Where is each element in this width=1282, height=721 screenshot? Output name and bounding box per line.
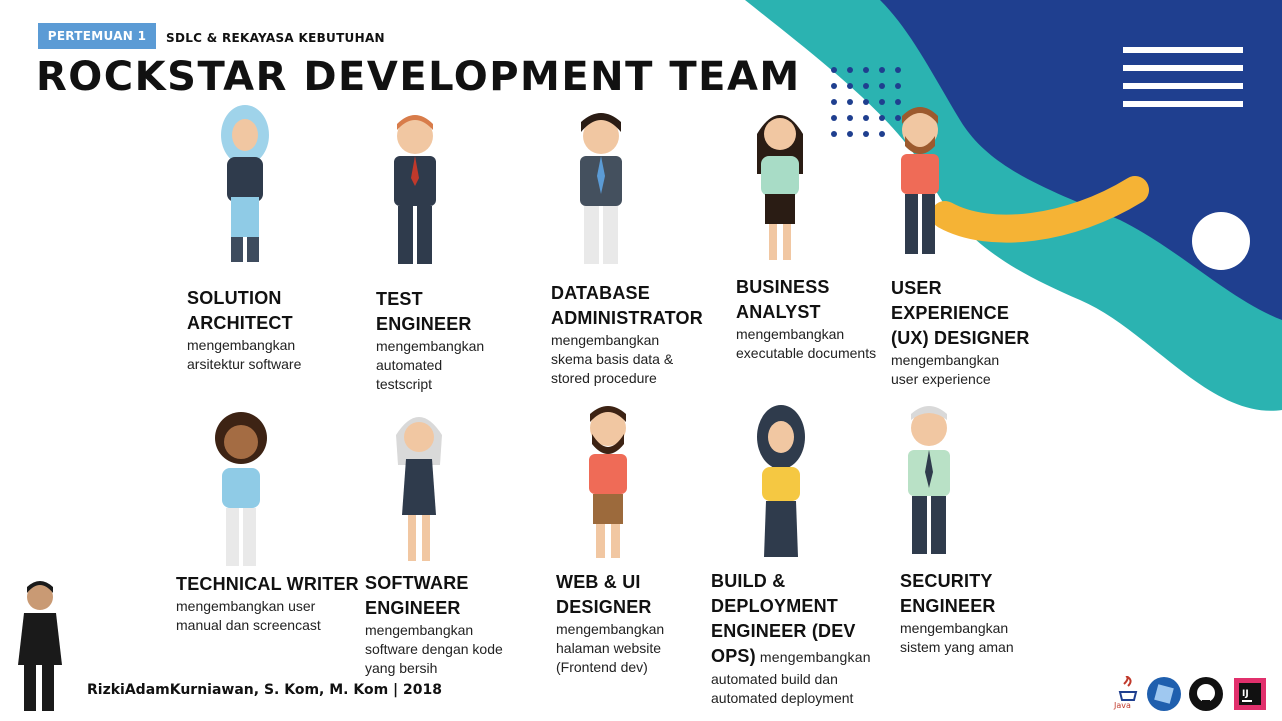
role-software-engineer: SOFTWARE ENGINEER mengembangkan software…: [365, 571, 503, 678]
svg-text:IJ: IJ: [1242, 689, 1249, 699]
role-title: BUILD & DEPLOYMENT ENGINEER (DEV OPS) me…: [711, 569, 871, 670]
role-description: mengembangkan user manual dan screencast: [176, 598, 321, 633]
role-web-ui-designer: WEB & UI DESIGNER mengembangkan halaman …: [556, 570, 664, 677]
course-subtitle: SDLC & REKAYASA KEBUTUHAN: [166, 31, 385, 45]
technical-writer-illustration: [215, 412, 267, 566]
role-business-analyst: BUSINESS ANALYST mengembangkan executabl…: [736, 275, 876, 363]
role-title: SOFTWARE ENGINEER: [365, 573, 469, 618]
role-description: automated build dan automated deployment: [711, 671, 854, 706]
role-title: TEST ENGINEER: [376, 289, 472, 334]
github-icon: [1189, 677, 1223, 711]
virtualbox-icon: [1147, 677, 1181, 711]
role-description: mengembangkan arsitektur software: [187, 337, 302, 372]
role-title: SECURITY ENGINEER: [900, 571, 996, 616]
devops-engineer-illustration: [757, 405, 805, 557]
role-description: mengembangkan software dengan kode yang …: [365, 622, 503, 676]
role-description: mengembangkan halaman website (Frontend …: [556, 621, 665, 675]
role-title: SOLUTION ARCHITECT: [187, 288, 293, 333]
role-title: DATABASE ADMINISTRATOR: [551, 283, 703, 328]
java-label: Java: [1114, 701, 1131, 710]
role-description: mengembangkan sistem yang aman: [900, 620, 1014, 655]
role-title: WEB & UI DESIGNER: [556, 572, 652, 617]
role-title: TECHNICAL WRITER: [176, 574, 359, 594]
role-database-administrator: DATABASE ADMINISTRATOR mengembangkan ske…: [551, 281, 703, 388]
role-description: mengembangkan executable documents: [736, 326, 877, 361]
meeting-badge: PERTEMUAN 1: [38, 23, 156, 49]
business-analyst-illustration: [757, 115, 803, 260]
security-engineer-illustration: [908, 406, 950, 554]
role-title-end: OPS): [711, 646, 756, 666]
database-administrator-illustration: [580, 113, 622, 264]
role-description: mengembangkan user experience: [891, 352, 1000, 387]
role-description: mengembangkan skema basis data & stored …: [551, 332, 674, 386]
test-engineer-illustration: [394, 115, 436, 264]
role-test-engineer: TEST ENGINEER mengembangkan automated te…: [376, 287, 484, 394]
role-title: BUSINESS ANALYST: [736, 277, 830, 322]
role-technical-writer: TECHNICAL WRITER mengembangkan user manu…: [176, 572, 359, 635]
ux-designer-illustration: [901, 107, 939, 254]
role-description: mengembangkan automated testscript: [376, 338, 485, 392]
role-description-inline: mengembangkan: [755, 649, 871, 665]
web-ui-designer-illustration: [589, 406, 627, 558]
role-ux-designer: USER EXPERIENCE (UX) DESIGNER mengembang…: [891, 276, 1030, 389]
presenter-avatar: [18, 581, 62, 711]
role-security-engineer: SECURITY ENGINEER mengembangkan sistem y…: [900, 569, 1014, 657]
solution-architect-illustration: [221, 105, 269, 262]
footer-credit: RizkiAdamKurniawan, S. Kom, M. Kom | 201…: [87, 682, 442, 698]
role-solution-architect: SOLUTION ARCHITECT mengembangkan arsitek…: [187, 286, 301, 374]
role-title-main: BUILD & DEPLOYMENT ENGINEER (DEV: [711, 571, 856, 641]
role-devops-engineer: BUILD & DEPLOYMENT ENGINEER (DEV OPS) me…: [711, 569, 871, 708]
java-icon: [1118, 676, 1138, 701]
intellij-icon: IJ: [1234, 678, 1266, 710]
software-engineer-illustration: [396, 417, 442, 561]
role-title: USER EXPERIENCE (UX) DESIGNER: [891, 278, 1030, 348]
page-title: ROCKSTAR DEVELOPMENT TEAM: [36, 54, 801, 100]
